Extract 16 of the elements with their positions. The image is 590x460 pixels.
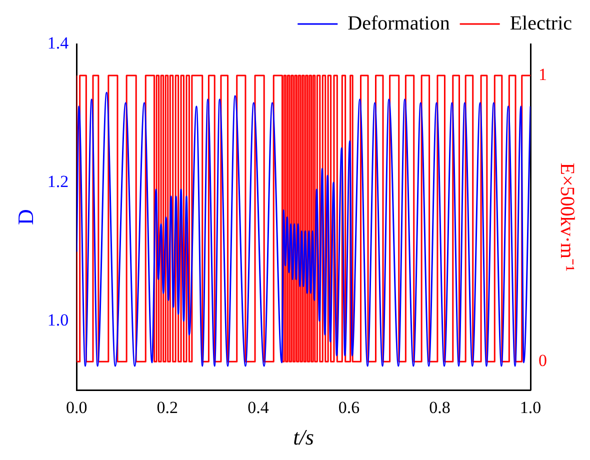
y-tick-label: 1.2	[47, 172, 69, 191]
legend-label: Electric	[510, 12, 572, 34]
x-tick-label: 0.2	[156, 398, 178, 417]
x-tick-label: 0.4	[248, 398, 270, 417]
y2-tick-label: 0	[538, 351, 547, 370]
legend-label: Deformation	[348, 12, 450, 34]
y2-axis-title: E×500kv·m⁻¹	[556, 162, 578, 272]
y-axis-title: D	[12, 209, 38, 226]
x-tick-label: 1.0	[520, 398, 542, 417]
x-axis-title: t/s	[293, 424, 314, 450]
y-tick-label: 1.4	[47, 33, 70, 52]
x-tick-label: 0.0	[66, 398, 88, 417]
x-tick-label: 0.8	[429, 398, 450, 417]
y2-tick-label: 1	[538, 64, 547, 84]
x-tick-label: 0.6	[338, 398, 360, 417]
y-tick-label: 1.0	[47, 310, 69, 330]
